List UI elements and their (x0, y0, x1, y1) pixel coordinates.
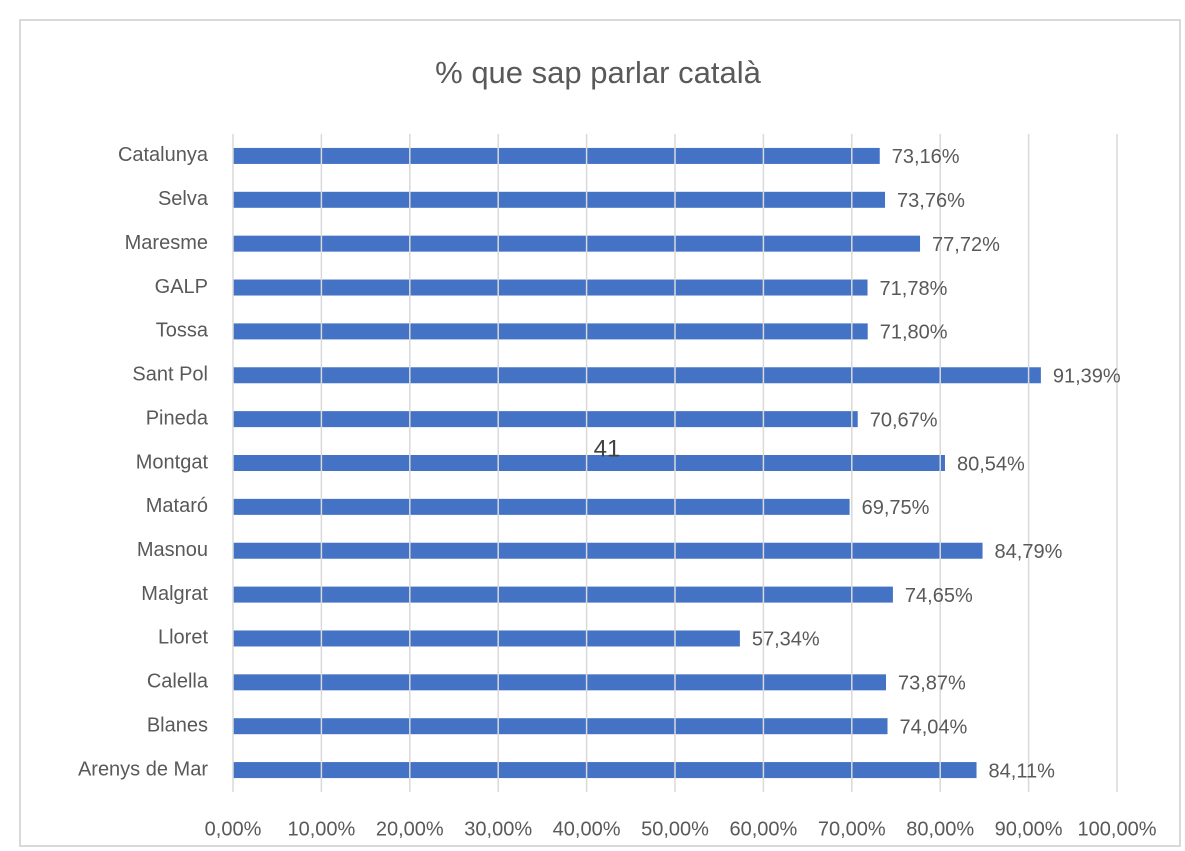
y-tick-label: Masnou (137, 539, 208, 561)
y-tick-label: Maresme (125, 232, 208, 254)
data-label: 74,65% (905, 585, 973, 607)
bar (233, 586, 893, 603)
data-label: 71,78% (880, 278, 948, 300)
x-tick-label: 0,00% (205, 818, 262, 840)
chart-title: % que sap parlar català (435, 55, 761, 90)
x-tick-label: 50,00% (641, 818, 709, 840)
bar (233, 411, 858, 428)
x-tick-label: 10,00% (287, 818, 355, 840)
y-tick-label: Mataró (146, 495, 208, 517)
data-label: 73,76% (897, 190, 965, 212)
data-label: 77,72% (932, 234, 1000, 256)
bar (233, 147, 880, 164)
data-label: 73,87% (898, 673, 966, 695)
x-tick-label: 100,00% (1078, 818, 1157, 840)
data-label: 71,80% (880, 322, 948, 344)
data-label: 73,16% (892, 146, 960, 168)
data-label: 80,54% (957, 453, 1025, 475)
bar (233, 762, 977, 779)
x-tick-label: 90,00% (995, 818, 1063, 840)
y-tick-label: Malgrat (141, 583, 208, 605)
bar (233, 674, 887, 691)
y-tick-label: Montgat (136, 451, 209, 473)
x-tick-label: 70,00% (818, 818, 886, 840)
y-tick-label: Blanes (147, 714, 208, 736)
bar (233, 630, 740, 647)
x-tick-label: 80,00% (906, 818, 974, 840)
data-label: 74,04% (900, 716, 968, 738)
x-tick-label: 30,00% (464, 818, 532, 840)
data-label: 84,11% (989, 760, 1056, 782)
y-tick-label: Lloret (158, 627, 208, 649)
bar (233, 718, 888, 735)
data-label: 70,67% (870, 409, 938, 431)
bar (233, 367, 1041, 384)
y-tick-label: GALP (155, 276, 208, 298)
bar (233, 542, 983, 559)
x-tick-label: 60,00% (729, 818, 797, 840)
y-tick-label: Selva (158, 188, 209, 210)
y-tick-label: Arenys de Mar (78, 758, 208, 780)
bar (233, 191, 886, 208)
bar (233, 235, 921, 252)
bar (233, 498, 850, 515)
y-tick-label: Catalunya (118, 144, 209, 166)
data-label: 69,75% (862, 497, 930, 519)
data-label: 57,34% (752, 629, 820, 651)
bar (233, 323, 868, 340)
bar (233, 279, 868, 296)
data-label: 84,79% (995, 541, 1063, 563)
y-tick-label: Sant Pol (132, 364, 208, 386)
x-tick-label: 20,00% (376, 818, 444, 840)
data-label: 91,39% (1053, 366, 1121, 388)
y-tick-label: Pineda (146, 407, 209, 429)
bar (233, 455, 945, 471)
x-tick-label: 40,00% (553, 818, 621, 840)
y-tick-label: Calella (147, 671, 209, 693)
annotation: 41 (594, 435, 621, 462)
y-tick-label: Tossa (156, 320, 209, 342)
